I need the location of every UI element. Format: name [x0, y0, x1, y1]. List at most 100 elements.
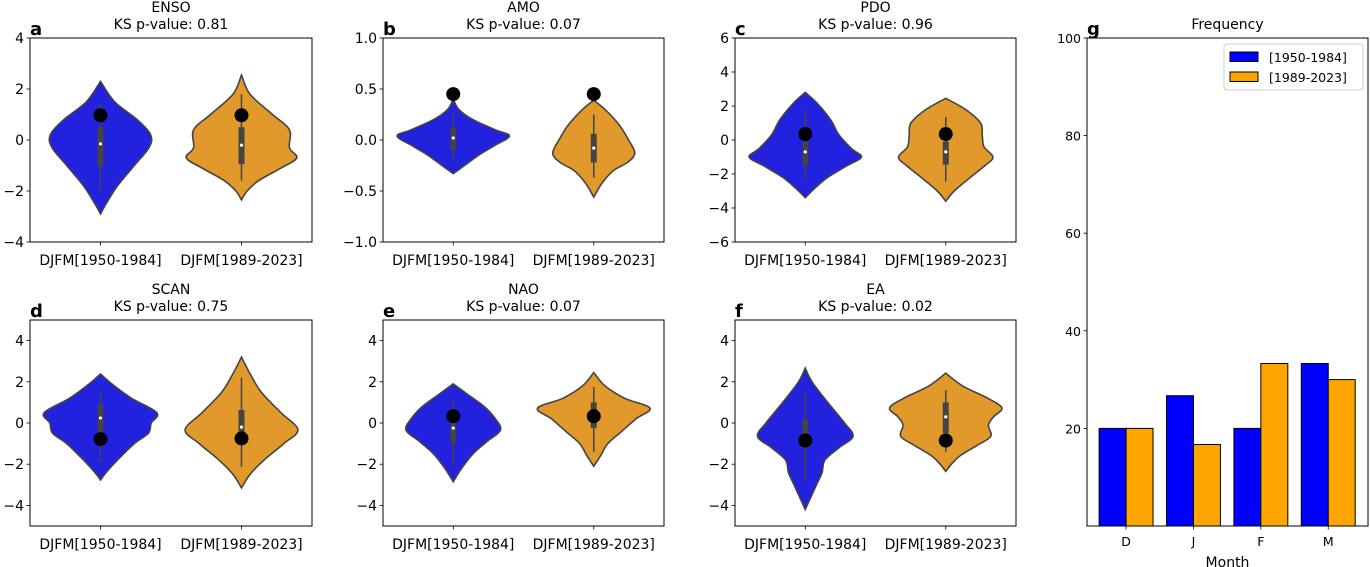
panel-subtitle: KS p-value: 0.81 [114, 17, 229, 33]
y-tick-label: −4 [708, 201, 729, 217]
x-tick-label: DJFM[1989-2023] [180, 253, 302, 269]
panel-title: Frequency [1191, 17, 1263, 33]
legend-label: [1950-1984] [1269, 50, 1347, 65]
bar-D-0 [1098, 427, 1127, 527]
y-tick-label: −1.0 [343, 235, 377, 251]
y-tick-label: 60 [1065, 226, 1081, 241]
panel-letter: c [735, 19, 746, 40]
marker-point [798, 433, 813, 448]
x-tick-label: DJFM[1989-2023] [885, 537, 1007, 553]
x-tick-label: DJFM[1989-2023] [533, 537, 655, 553]
x-tick-label: DJFM[1950-1984] [744, 537, 866, 553]
panel-subtitle: KS p-value: 0.02 [818, 299, 933, 315]
y-tick-label: 80 [1065, 129, 1081, 144]
panel-title: PDO [860, 0, 890, 16]
violin-iqr-box [450, 420, 457, 443]
x-tick-label: DJFM[1989-2023] [885, 253, 1007, 269]
bar-D-1 [1125, 427, 1154, 527]
legend-frame [1223, 43, 1364, 91]
axes-frame [734, 37, 1017, 243]
panel-letter: g [1087, 19, 1100, 40]
y-tick-label: 2 [368, 375, 377, 391]
x-tick-label: DJFM[1950-1984] [744, 253, 866, 269]
axes-frame [1086, 37, 1369, 527]
y-tick-label: 2 [720, 375, 729, 391]
y-tick-label: 100 [1057, 31, 1081, 46]
x-tick-label: DJFM[1950-1984] [39, 537, 161, 553]
y-tick-label: 0.0 [355, 133, 377, 149]
y-tick-label: −4 [3, 498, 24, 514]
violin-median [592, 146, 596, 150]
x-tick-label: DJFM[1950-1984] [392, 253, 514, 269]
y-tick-label: 4 [720, 65, 729, 81]
y-tick-label: 40 [1065, 324, 1081, 339]
x-tick-label: D [1121, 534, 1131, 549]
violin-median [944, 415, 948, 419]
bar-M-0 [1300, 362, 1329, 527]
violin-median [98, 416, 103, 420]
panel-title: SCAN [152, 282, 191, 298]
x-tick-label: DJFM[1950-1984] [392, 537, 514, 553]
bar-J-1 [1192, 444, 1221, 527]
y-tick-label: 0 [720, 416, 729, 432]
y-tick-label: 2 [15, 82, 24, 98]
y-tick-label: 4 [15, 334, 24, 350]
legend-label: [1989-2023] [1269, 70, 1347, 85]
marker-point [586, 409, 601, 424]
violin-iqr-box [97, 127, 104, 167]
legend: [1950-1984] [1989-2023] [1223, 43, 1364, 91]
x-tick-label: M [1323, 534, 1334, 549]
y-tick-label: −6 [708, 235, 729, 251]
y-tick-label: −4 [3, 235, 24, 251]
axes-frame [29, 319, 313, 527]
marker-point [938, 127, 953, 142]
marker-point [938, 433, 953, 448]
panel-title: ENSO [151, 0, 190, 16]
violin-median [451, 426, 455, 430]
y-tick-label: 0.5 [355, 82, 377, 98]
marker-point [234, 431, 249, 446]
violin-median [239, 425, 244, 429]
panel-letter: b [383, 19, 396, 40]
axes-frame [382, 319, 665, 527]
x-tick-label: J [1191, 534, 1196, 549]
y-tick-label: 0 [15, 416, 24, 432]
x-tick-label: DJFM[1989-2023] [180, 537, 302, 553]
axes-frame [29, 37, 313, 243]
panel-title: AMO [507, 0, 540, 16]
legend-swatch [1229, 71, 1259, 82]
violin-median [451, 136, 455, 140]
legend-swatch [1229, 51, 1259, 62]
y-tick-label: 2 [720, 99, 729, 115]
x-tick-label: DJFM[1989-2023] [533, 253, 655, 269]
y-tick-label: −0.5 [343, 184, 377, 200]
bar-J-0 [1166, 395, 1194, 527]
y-tick-label: −2 [3, 457, 24, 473]
y-tick-label: 0 [720, 133, 729, 149]
y-tick-label: 0 [15, 133, 24, 149]
y-tick-label: 2 [15, 375, 24, 391]
marker-point [586, 87, 601, 102]
bar-F-1 [1260, 362, 1289, 527]
bar-F-0 [1233, 427, 1262, 527]
marker-point [93, 432, 108, 447]
marker-point [446, 87, 461, 102]
panel-g: Frequency g 20 40 60 80 100 D J F M Month [1950-1984… [1057, 17, 1369, 567]
y-tick-label: 6 [720, 31, 729, 47]
violin-median [944, 150, 948, 154]
x-axis-label: Month [1206, 555, 1250, 567]
violin-iqr-box [97, 405, 104, 436]
y-tick-label: −4 [356, 498, 377, 514]
y-tick-label: −4 [708, 498, 729, 514]
y-tick-label: −2 [3, 184, 24, 200]
violin-median [98, 142, 103, 146]
y-tick-label: 20 [1065, 421, 1081, 436]
panel-letter: f [735, 301, 743, 322]
